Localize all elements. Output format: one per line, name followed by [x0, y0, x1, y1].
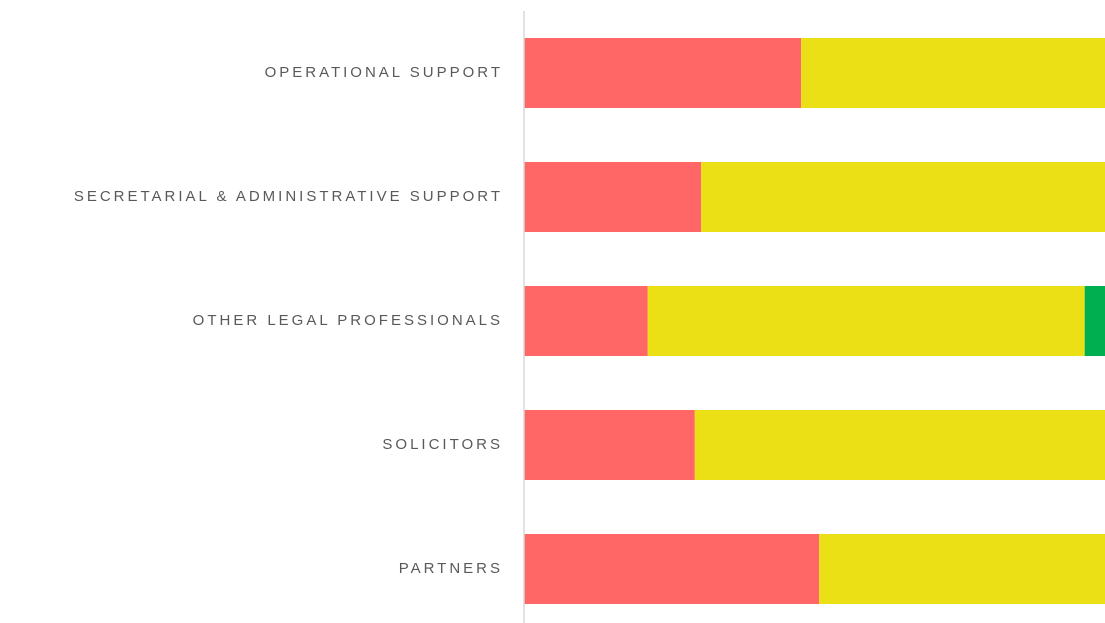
bar-segment — [647, 286, 1085, 356]
bar-segment — [524, 534, 820, 604]
bar-segment — [1084, 286, 1105, 356]
bar-segment — [524, 38, 802, 108]
category-label: OPERATIONAL SUPPORT — [265, 64, 503, 81]
bar-segment — [524, 410, 695, 480]
bar-segment — [801, 38, 1105, 108]
bar-segment — [524, 286, 648, 356]
bar-segment — [701, 162, 1105, 232]
category-label: OTHER LEGAL PROFESSIONALS — [193, 312, 503, 329]
category-label: SOLICITORS — [382, 436, 503, 453]
bar-segment — [524, 162, 702, 232]
category-label: PARTNERS — [399, 560, 503, 577]
bar-segment — [694, 410, 1105, 480]
bar-segment — [819, 534, 1105, 604]
category-label: SECRETARIAL & ADMINISTRATIVE SUPPORT — [74, 188, 503, 205]
